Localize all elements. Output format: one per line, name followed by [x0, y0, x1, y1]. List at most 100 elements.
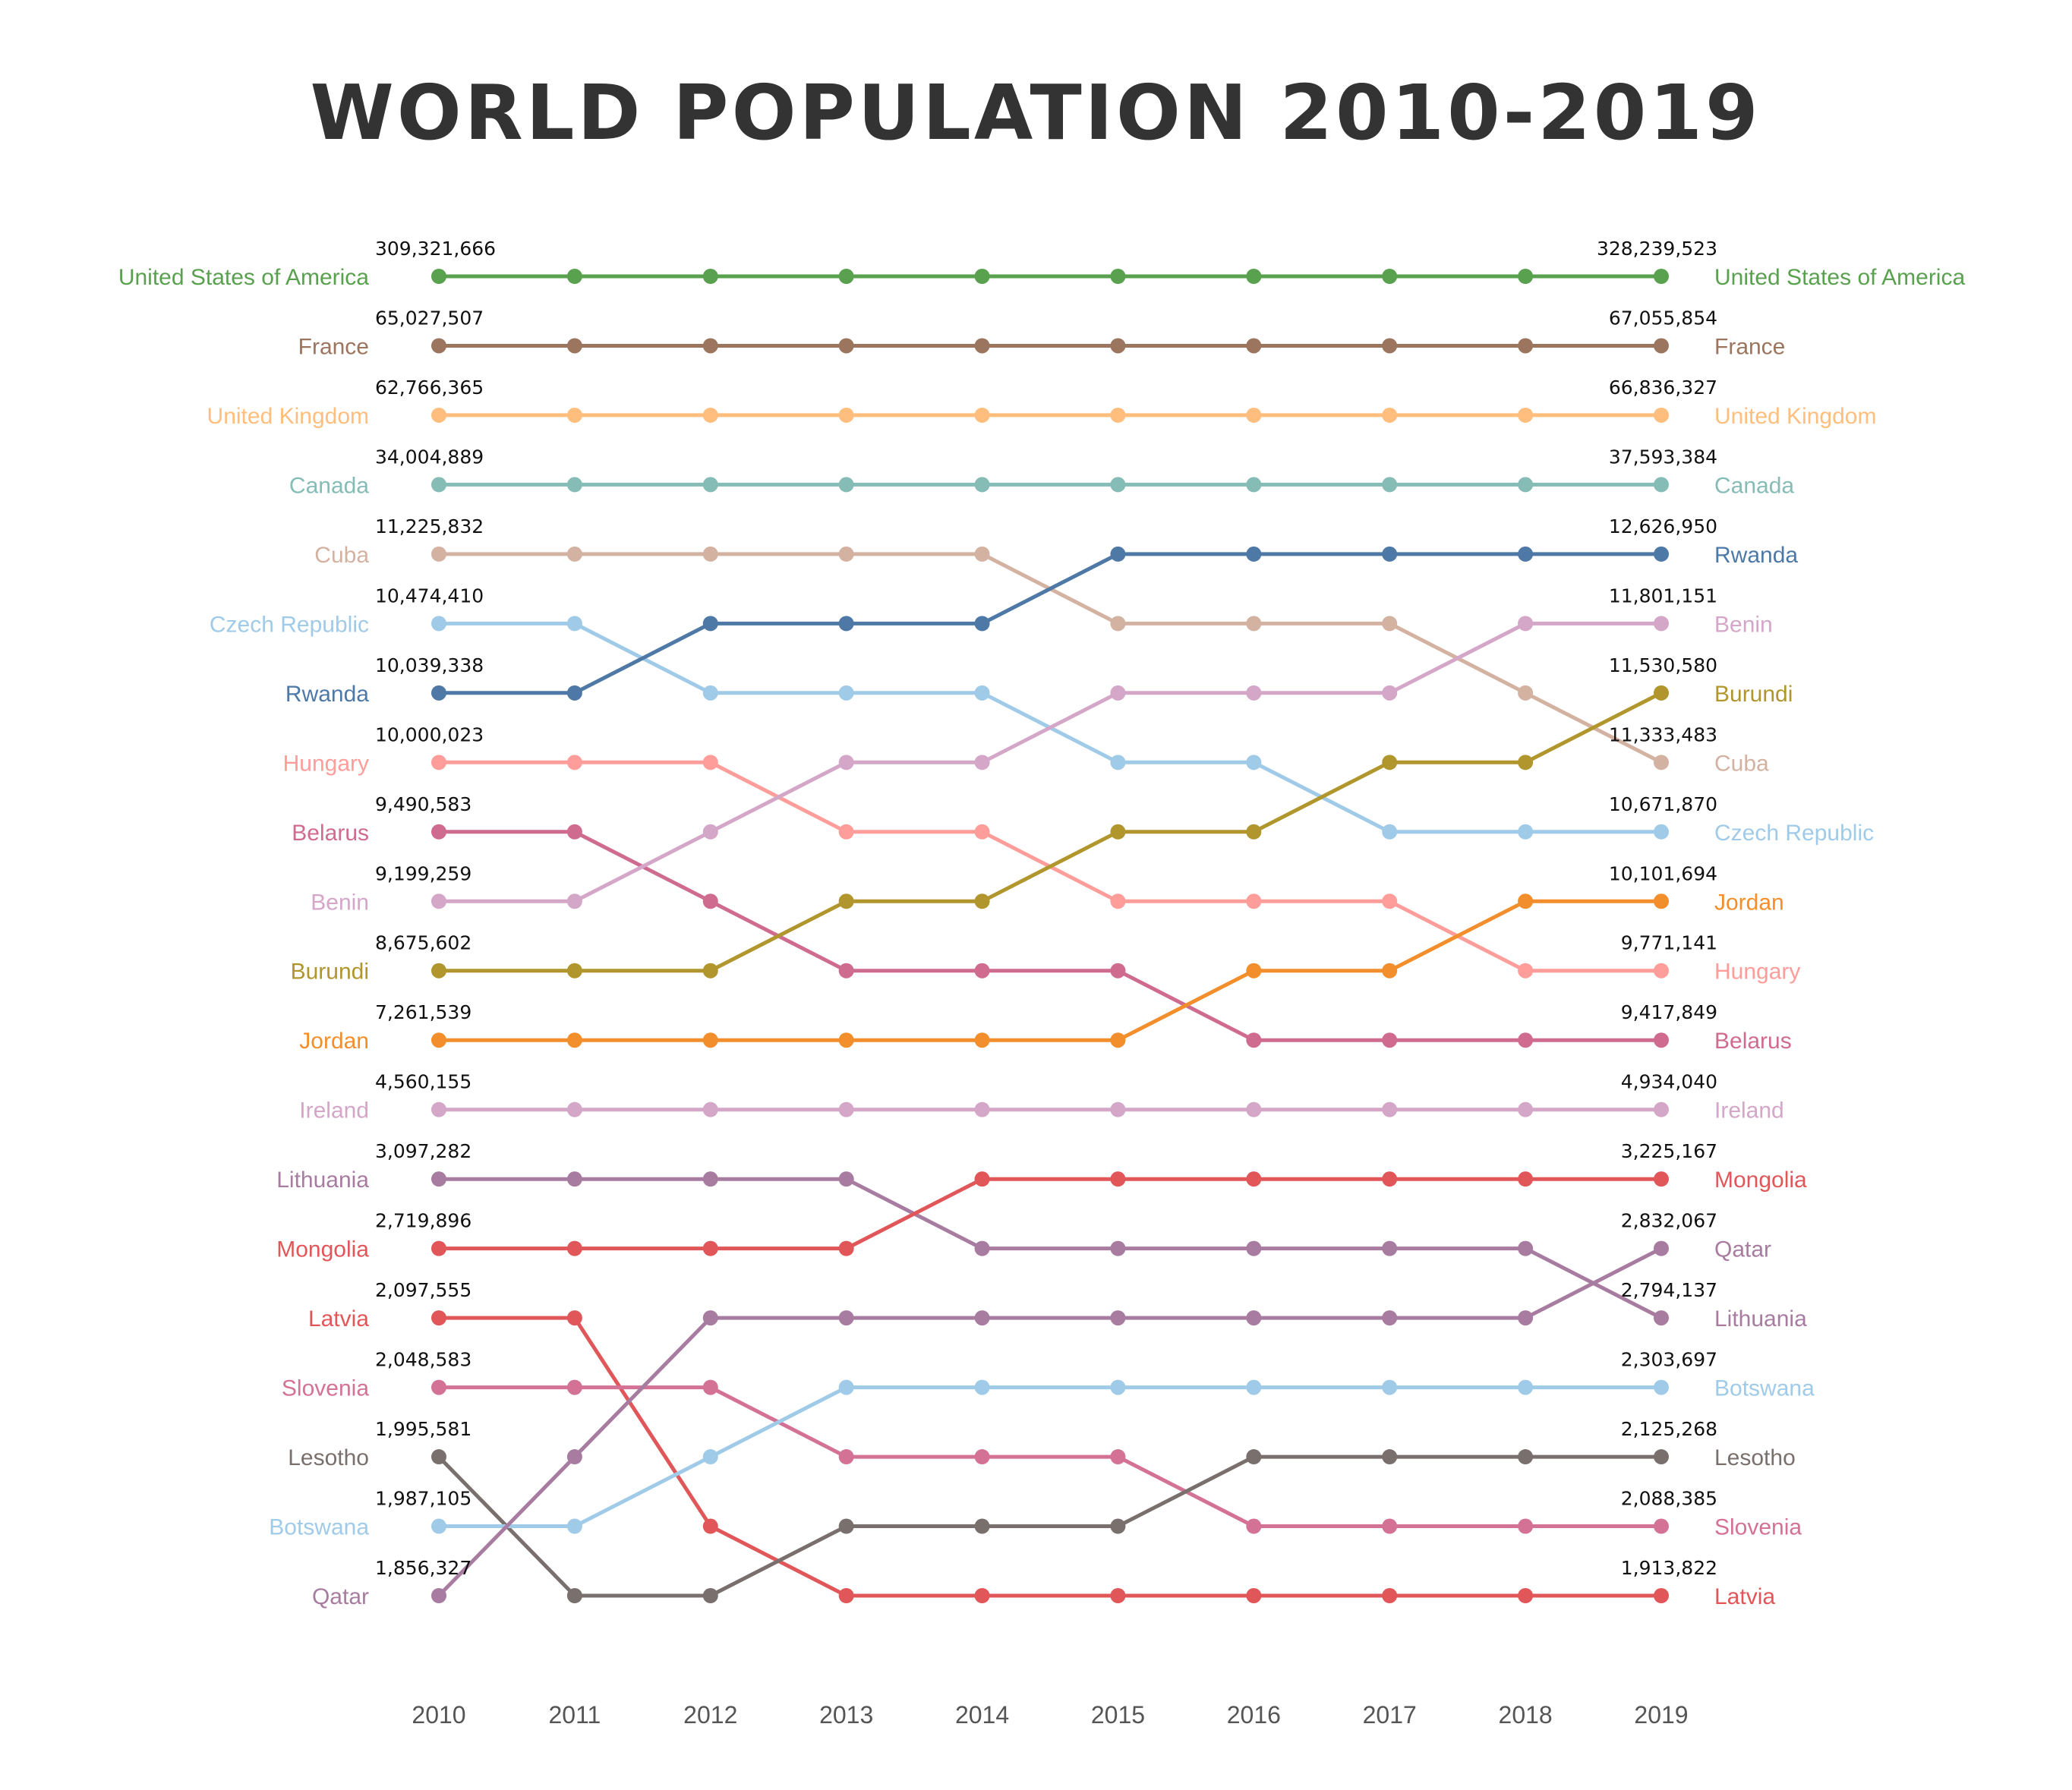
end-value-canada: 37,593,384 [1609, 446, 1717, 468]
right-label-ireland: Ireland [1714, 1098, 1784, 1123]
x-tick-2013: 2013 [819, 1701, 873, 1729]
start-value-rwanda: 10,039,338 [375, 654, 484, 676]
point-united-states-of-america-2011 [566, 269, 582, 284]
point-lesotho-2010 [431, 1449, 446, 1465]
point-rwanda-2015 [1110, 546, 1126, 562]
x-tick-2018: 2018 [1499, 1701, 1553, 1729]
point-mongolia-2013 [838, 1240, 854, 1256]
point-mongolia-2018 [1518, 1171, 1534, 1187]
point-mongolia-2011 [566, 1240, 582, 1256]
x-tick-2011: 2011 [548, 1701, 601, 1729]
point-belarus-2015 [1110, 963, 1126, 979]
end-value-lesotho: 2,125,268 [1621, 1418, 1717, 1440]
point-france-2017 [1382, 338, 1398, 354]
end-value-qatar: 2,832,067 [1621, 1210, 1717, 1232]
point-burundi-2019 [1654, 685, 1669, 701]
point-slovenia-2015 [1110, 1449, 1126, 1465]
series-line-rwanda [437, 552, 1664, 695]
point-united-kingdom-2011 [566, 407, 582, 423]
right-label-benin: Benin [1714, 612, 1773, 637]
point-cuba-2018 [1518, 685, 1534, 701]
point-slovenia-2017 [1382, 1518, 1398, 1534]
point-czech-republic-2013 [838, 685, 854, 701]
point-cuba-2017 [1382, 616, 1398, 632]
start-value-burundi: 8,675,602 [375, 932, 471, 954]
end-value-burundi: 11,530,580 [1609, 654, 1717, 676]
x-tick-2017: 2017 [1363, 1701, 1417, 1729]
left-label-hungary: Hungary [283, 751, 369, 776]
point-hungary-2011 [566, 755, 582, 771]
left-label-czech-republic: Czech Republic [210, 612, 369, 637]
point-ireland-2018 [1518, 1101, 1534, 1117]
point-benin-2015 [1110, 685, 1126, 701]
point-benin-2010 [431, 893, 446, 909]
series-line-burundi [437, 691, 1664, 973]
start-value-botswana: 1,987,105 [375, 1488, 471, 1510]
point-belarus-2019 [1654, 1032, 1669, 1048]
point-canada-2011 [566, 477, 582, 493]
point-botswana-2018 [1518, 1379, 1534, 1395]
point-hungary-2015 [1110, 893, 1126, 909]
point-united-states-of-america-2018 [1518, 269, 1534, 284]
point-canada-2010 [431, 477, 446, 493]
left-label-jordan: Jordan [299, 1029, 369, 1054]
point-ireland-2012 [702, 1101, 718, 1117]
series-line-cuba [437, 552, 1664, 764]
point-latvia-2015 [1110, 1588, 1126, 1603]
point-lithuania-2018 [1518, 1240, 1534, 1256]
point-canada-2016 [1246, 477, 1262, 493]
start-value-jordan: 7,261,539 [375, 1001, 471, 1023]
left-label-botswana: Botswana [269, 1515, 369, 1540]
point-rwanda-2010 [431, 685, 446, 701]
point-burundi-2014 [974, 893, 990, 909]
left-label-lesotho: Lesotho [288, 1445, 369, 1470]
point-rwanda-2011 [566, 685, 582, 701]
left-label-benin: Benin [311, 890, 369, 915]
point-canada-2012 [702, 477, 718, 493]
point-slovenia-2016 [1246, 1518, 1262, 1534]
start-value-slovenia: 2,048,583 [375, 1349, 471, 1371]
point-czech-republic-2010 [431, 616, 446, 632]
right-label-mongolia: Mongolia [1714, 1168, 1807, 1193]
point-cuba-2010 [431, 546, 446, 562]
point-latvia-2014 [974, 1588, 990, 1603]
point-jordan-2017 [1382, 963, 1398, 979]
left-label-rwanda: Rwanda [285, 682, 369, 707]
start-value-united-states-of-america: 309,321,666 [375, 238, 496, 260]
point-burundi-2010 [431, 963, 446, 979]
point-belarus-2011 [566, 824, 582, 840]
series-line-lithuania [437, 1177, 1664, 1320]
point-burundi-2015 [1110, 824, 1126, 840]
point-latvia-2012 [702, 1518, 718, 1534]
point-lesotho-2016 [1246, 1449, 1262, 1465]
point-latvia-2018 [1518, 1588, 1534, 1603]
point-belarus-2018 [1518, 1032, 1534, 1048]
point-rwanda-2019 [1654, 546, 1669, 562]
series-line-belarus [437, 830, 1664, 1042]
start-value-belarus: 9,490,583 [375, 793, 471, 815]
point-jordan-2018 [1518, 893, 1534, 909]
right-label-belarus: Belarus [1714, 1029, 1792, 1054]
series-line-botswana [437, 1385, 1664, 1528]
right-label-slovenia: Slovenia [1714, 1515, 1802, 1540]
right-label-czech-republic: Czech Republic [1714, 821, 1874, 846]
point-united-kingdom-2010 [431, 407, 446, 423]
left-label-ireland: Ireland [299, 1098, 369, 1123]
point-benin-2011 [566, 893, 582, 909]
point-mongolia-2016 [1246, 1171, 1262, 1187]
point-jordan-2015 [1110, 1032, 1126, 1048]
point-jordan-2016 [1246, 963, 1262, 979]
point-latvia-2010 [431, 1310, 446, 1326]
point-czech-republic-2017 [1382, 824, 1398, 840]
point-united-kingdom-2013 [838, 407, 854, 423]
left-label-canada: Canada [289, 473, 369, 498]
point-mongolia-2012 [702, 1240, 718, 1256]
point-belarus-2010 [431, 824, 446, 840]
point-lesotho-2018 [1518, 1449, 1534, 1465]
point-rwanda-2013 [838, 616, 854, 632]
point-lithuania-2010 [431, 1171, 446, 1187]
point-hungary-2012 [702, 755, 718, 771]
point-benin-2016 [1246, 685, 1262, 701]
end-value-hungary: 9,771,141 [1621, 932, 1717, 954]
point-qatar-2012 [702, 1310, 718, 1326]
